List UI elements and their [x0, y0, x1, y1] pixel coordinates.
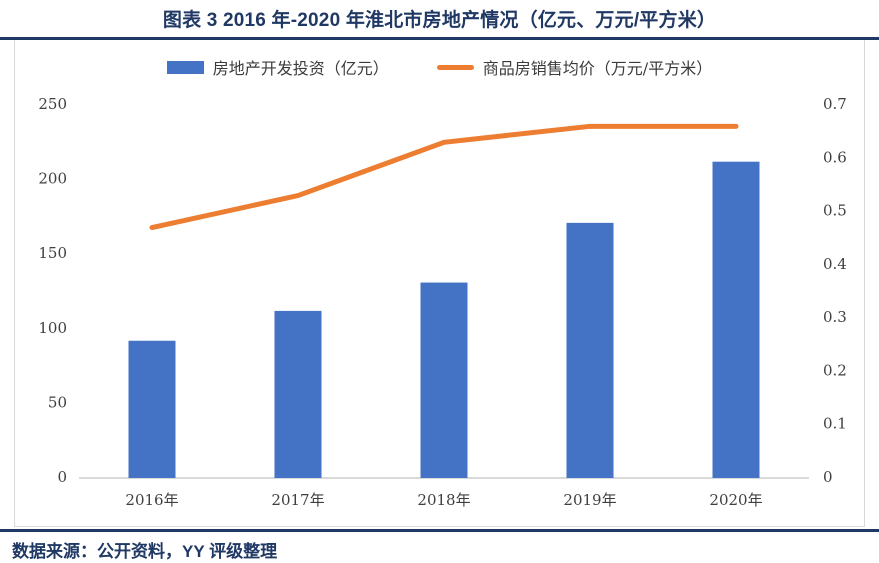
- plot-area: 0 50 100 150 200 250 0 0.1 0.2 0.3 0.4 0.5 0.6 0.7 201…: [38, 95, 847, 509]
- right-axis-tick: 0.6: [823, 148, 847, 166]
- x-axis-label: 2016年: [125, 491, 178, 509]
- chart-container: 0 50 100 150 200 250 0 0.1 0.2 0.3 0.4 0.5 0.6 0.7 201…: [14, 40, 865, 527]
- right-axis-tick: 0.5: [823, 202, 847, 220]
- left-axis-tick: 100: [38, 319, 67, 337]
- legend-label-investment: 房地产开发投资（亿元）: [212, 59, 389, 78]
- legend-item-price: 商品房销售均价（万元/平方米）: [436, 55, 713, 79]
- bar-2019年: [566, 222, 614, 478]
- x-axis-label: 2017年: [271, 491, 324, 509]
- right-axis-tick: 0: [823, 468, 833, 486]
- bar-2016年: [128, 340, 176, 478]
- right-axis-tick: 0.3: [823, 308, 847, 326]
- legend-label-price: 商品房销售均价（万元/平方米）: [482, 59, 713, 78]
- left-axis-tick: 250: [38, 95, 67, 113]
- bar-series-swatch-icon: [166, 60, 204, 74]
- left-axis-tick: 150: [38, 244, 67, 262]
- right-axis-tick: 0.1: [823, 415, 847, 433]
- data-source: 数据来源：公开资料，YY 评级整理: [12, 542, 278, 561]
- chart-title: 图表 3 2016 年-2020 年淮北市房地产情况（亿元、万元/平方米）: [162, 10, 717, 31]
- title-divider: [0, 37, 879, 40]
- legend-item-investment: 房地产开发投资（亿元）: [166, 55, 389, 79]
- x-axis-label: 2019年: [563, 491, 616, 509]
- line-series-swatch-icon: [436, 64, 474, 70]
- x-axis-label: 2020年: [709, 491, 762, 509]
- bottom-divider: [0, 529, 879, 532]
- right-axis-tick: 0.7: [823, 95, 847, 113]
- left-axis-tick: 50: [48, 393, 67, 411]
- right-axis-tick: 0.2: [823, 361, 847, 379]
- chart-legend: 房地产开发投资（亿元） 商品房销售均价（万元/平方米）: [15, 55, 864, 79]
- x-axis-label: 2018年: [417, 491, 470, 509]
- left-axis-tick: 0: [57, 468, 67, 486]
- right-axis-tick: 0.4: [823, 255, 847, 273]
- price-line: [149, 123, 739, 231]
- bar-2020年: [712, 161, 760, 479]
- bar-2017年: [274, 310, 322, 478]
- left-axis-tick: 200: [38, 170, 67, 188]
- bar-2018年: [420, 282, 468, 478]
